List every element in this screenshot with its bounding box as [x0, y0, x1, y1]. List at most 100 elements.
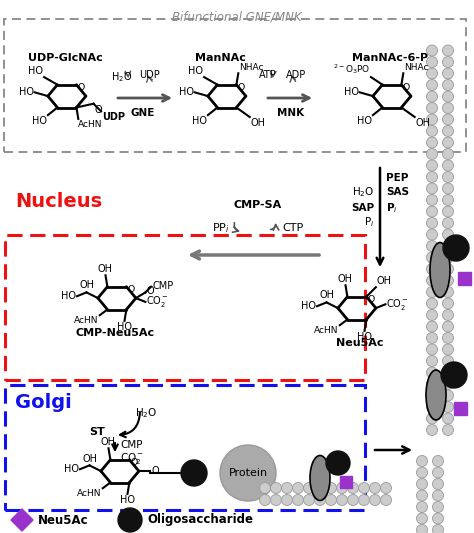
Circle shape — [427, 217, 438, 229]
Circle shape — [443, 287, 454, 297]
Text: CO$_2^-$: CO$_2^-$ — [146, 294, 169, 309]
Circle shape — [427, 356, 438, 367]
Circle shape — [259, 482, 271, 494]
Circle shape — [443, 321, 454, 332]
Text: ADP: ADP — [286, 70, 306, 80]
Circle shape — [443, 275, 454, 286]
Circle shape — [427, 240, 438, 252]
Text: O: O — [130, 458, 138, 467]
Circle shape — [443, 378, 454, 390]
Text: CMP: CMP — [152, 281, 173, 290]
Text: H$_2$O: H$_2$O — [352, 185, 374, 199]
Circle shape — [443, 263, 454, 274]
Text: HO: HO — [18, 87, 34, 98]
Bar — [4, 19, 466, 152]
Text: UDP-GlcNAc: UDP-GlcNAc — [27, 53, 102, 63]
Text: HO: HO — [357, 332, 372, 342]
Ellipse shape — [426, 370, 446, 420]
Circle shape — [443, 229, 454, 240]
Circle shape — [326, 495, 337, 505]
Text: ManNAc: ManNAc — [194, 53, 246, 63]
Circle shape — [303, 495, 315, 505]
Circle shape — [432, 502, 444, 513]
Text: NHAc: NHAc — [239, 63, 264, 72]
Circle shape — [443, 235, 469, 261]
Circle shape — [417, 524, 428, 533]
Circle shape — [370, 482, 381, 494]
Text: HO: HO — [192, 116, 207, 126]
Circle shape — [427, 378, 438, 390]
Circle shape — [443, 91, 454, 102]
Text: O: O — [94, 104, 102, 115]
Circle shape — [427, 149, 438, 159]
Circle shape — [443, 68, 454, 79]
Text: OH: OH — [101, 438, 116, 447]
Bar — [5, 385, 365, 510]
Circle shape — [432, 513, 444, 524]
Text: CMP: CMP — [120, 440, 143, 450]
Circle shape — [427, 424, 438, 435]
Text: H$_2$O: H$_2$O — [135, 406, 157, 420]
Circle shape — [271, 495, 282, 505]
Circle shape — [432, 467, 444, 478]
Circle shape — [432, 479, 444, 489]
Circle shape — [427, 298, 438, 309]
Text: Bifunctional GNE/MNK: Bifunctional GNE/MNK — [172, 10, 302, 23]
Circle shape — [427, 413, 438, 424]
Circle shape — [427, 114, 438, 125]
Circle shape — [427, 195, 438, 206]
Text: O: O — [128, 285, 135, 294]
Circle shape — [443, 183, 454, 194]
Circle shape — [443, 206, 454, 217]
Circle shape — [427, 401, 438, 413]
Text: OH: OH — [251, 118, 265, 128]
Circle shape — [443, 195, 454, 206]
Circle shape — [292, 495, 303, 505]
Circle shape — [443, 56, 454, 68]
Bar — [458, 272, 471, 285]
Text: OH: OH — [80, 280, 95, 290]
Circle shape — [443, 137, 454, 148]
Text: OH: OH — [416, 118, 431, 128]
Circle shape — [427, 310, 438, 320]
Circle shape — [432, 456, 444, 466]
Text: CO$_2^-$: CO$_2^-$ — [386, 297, 409, 312]
Circle shape — [381, 482, 392, 494]
Circle shape — [315, 482, 326, 494]
Text: Oligosaccharide: Oligosaccharide — [147, 513, 253, 527]
Circle shape — [370, 495, 381, 505]
Circle shape — [337, 495, 347, 505]
Circle shape — [381, 495, 392, 505]
Circle shape — [337, 482, 347, 494]
Circle shape — [427, 229, 438, 240]
Circle shape — [441, 362, 467, 388]
Text: H$_2$O: H$_2$O — [111, 70, 133, 84]
Text: AcHN: AcHN — [78, 120, 103, 129]
Bar — [340, 476, 352, 488]
Circle shape — [427, 125, 438, 136]
Text: HO: HO — [117, 322, 132, 332]
Circle shape — [443, 310, 454, 320]
Circle shape — [427, 333, 438, 343]
Circle shape — [220, 445, 276, 501]
Circle shape — [443, 298, 454, 309]
Circle shape — [427, 344, 438, 355]
Circle shape — [427, 263, 438, 274]
Text: NHAc: NHAc — [404, 63, 429, 72]
Text: UDP: UDP — [102, 112, 125, 122]
Circle shape — [417, 456, 428, 466]
Text: GNE: GNE — [131, 108, 155, 118]
Text: AcHN: AcHN — [77, 489, 102, 498]
Circle shape — [358, 482, 370, 494]
Circle shape — [443, 240, 454, 252]
Circle shape — [417, 479, 428, 489]
Circle shape — [443, 217, 454, 229]
Text: O: O — [146, 286, 154, 296]
Text: Neu5Ac: Neu5Ac — [38, 513, 89, 527]
Text: O: O — [402, 83, 410, 92]
Text: SAP: SAP — [351, 203, 374, 213]
Circle shape — [271, 482, 282, 494]
Circle shape — [347, 482, 358, 494]
Text: O: O — [151, 466, 159, 476]
Circle shape — [443, 356, 454, 367]
